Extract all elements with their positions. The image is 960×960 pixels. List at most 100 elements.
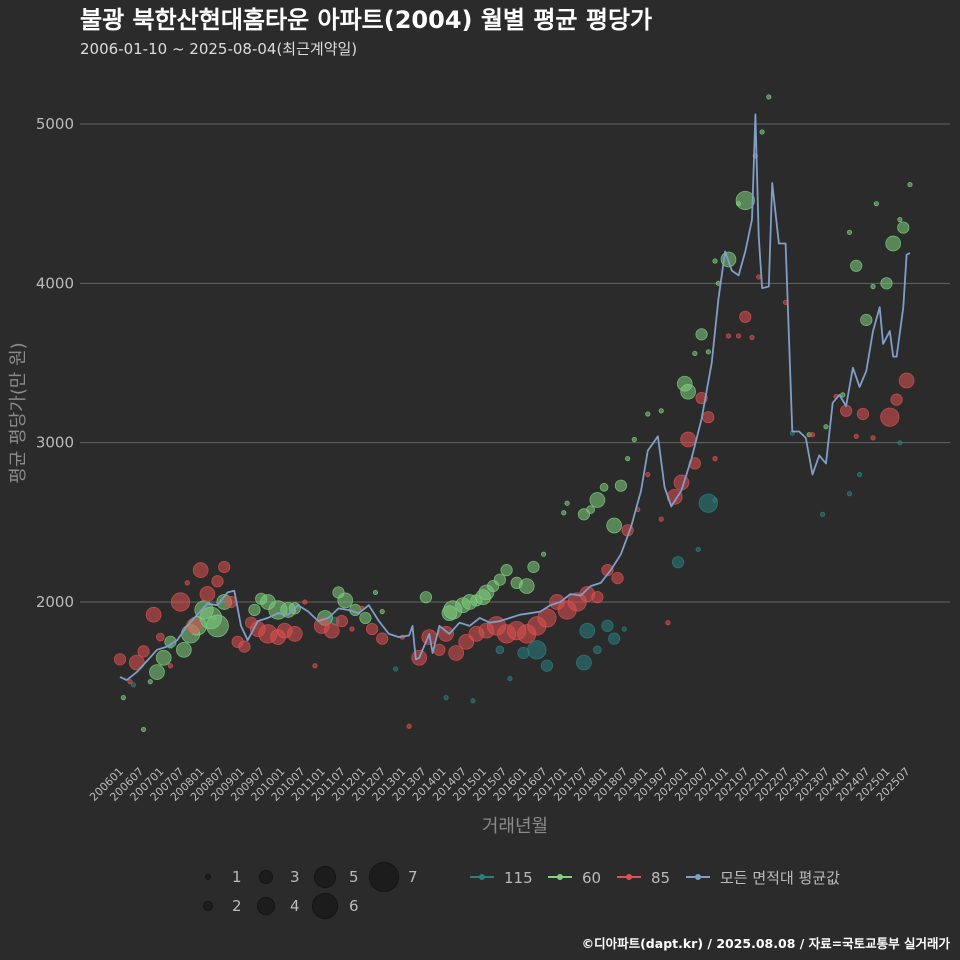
data-point-115	[130, 682, 137, 688]
data-point-60	[846, 229, 853, 235]
data-point-85	[749, 334, 755, 341]
size-legend-label: 2	[232, 897, 242, 915]
data-point-60	[359, 611, 372, 625]
y-tick-label: 5000	[36, 115, 74, 133]
data-point-115	[495, 645, 505, 655]
data-point-85	[702, 411, 715, 424]
size-legend-label: 3	[290, 868, 300, 886]
data-point-60	[493, 573, 506, 586]
data-point-115	[393, 666, 399, 672]
data-point-85	[890, 393, 903, 406]
data-point-85	[211, 575, 224, 588]
data-point-60	[599, 482, 609, 492]
data-point-85	[645, 471, 651, 478]
data-point-60	[695, 328, 708, 341]
data-point-60	[658, 408, 664, 414]
data-point-85	[735, 333, 742, 339]
data-point-85	[167, 663, 174, 669]
chart-title: 불광 북한산현대홈타운 아파트(2004) 월별 평균 평당가	[80, 6, 652, 34]
data-point-85	[170, 592, 191, 612]
data-point-115	[671, 556, 685, 569]
data-point-115	[507, 675, 513, 682]
data-point-60	[206, 614, 229, 638]
data-point-60	[248, 603, 261, 617]
data-point-60	[631, 436, 637, 443]
series-legend-marker	[557, 874, 563, 880]
data-point-60	[527, 560, 540, 574]
data-point-85	[406, 723, 412, 729]
data-point-60	[500, 564, 513, 577]
data-point-85	[199, 586, 216, 602]
data-point-85	[448, 645, 465, 661]
data-point-85	[238, 640, 251, 653]
data-point-60	[564, 500, 570, 506]
size-legend-label: 7	[408, 868, 418, 886]
grid-layer	[80, 123, 950, 603]
data-point-60	[589, 492, 606, 508]
data-point-60	[155, 649, 172, 666]
data-point-115	[897, 440, 903, 446]
y-tick-label: 3000	[36, 434, 74, 452]
data-point-115	[621, 626, 627, 632]
data-point-115	[576, 654, 592, 671]
size-legend-label: 1	[232, 868, 242, 886]
data-point-115	[443, 694, 449, 701]
data-point-60	[823, 424, 829, 430]
data-point-60	[880, 277, 893, 290]
data-point-85	[286, 626, 303, 642]
data-point-85	[712, 455, 718, 462]
data-point-85	[591, 591, 604, 604]
data-point-115	[527, 640, 547, 660]
series-legend-label: 모든 면적대 평균값	[720, 869, 840, 887]
data-point-60	[766, 94, 772, 100]
size-legend-label: 5	[349, 868, 359, 886]
data-point-115	[846, 491, 853, 497]
y-axis-label: 평균 평당가(만 원)	[8, 342, 29, 483]
data-point-85	[433, 643, 446, 656]
data-point-85	[601, 564, 614, 577]
data-point-60	[379, 608, 385, 615]
data-point-60	[147, 679, 153, 685]
data-point-115	[712, 497, 718, 503]
data-point-115	[579, 622, 596, 639]
data-point-85	[137, 645, 150, 658]
data-point-60	[625, 455, 631, 462]
data-point-60	[692, 350, 698, 357]
x-tick-labels: 2006012006072007012007072008012008072009…	[87, 765, 913, 804]
data-point-60	[897, 217, 903, 223]
data-point-60	[645, 411, 651, 417]
data-point-85	[739, 310, 752, 323]
data-point-85	[186, 618, 202, 634]
data-point-85	[127, 679, 133, 685]
data-point-85	[725, 333, 732, 339]
data-point-85	[184, 580, 190, 586]
data-point-85	[155, 632, 165, 642]
data-point-60	[885, 235, 902, 252]
data-point-60	[860, 313, 873, 327]
data-point-60	[680, 383, 696, 400]
data-point-60	[840, 392, 846, 398]
data-point-85	[856, 407, 870, 421]
data-point-60	[518, 578, 535, 594]
data-point-60	[606, 517, 623, 534]
series-legend-label: 115	[504, 869, 533, 887]
data-point-115	[593, 645, 602, 655]
source-caption: ©디아파트(dapt.kr) / 2025.08.08 / 자료=국토교통부 실…	[582, 936, 951, 951]
series-legend-marker	[626, 874, 632, 880]
data-point-115	[698, 493, 718, 513]
data-point-85	[611, 571, 624, 585]
data-point-60	[372, 589, 379, 596]
data-point-85	[335, 615, 348, 628]
data-point-85	[438, 626, 454, 642]
data-point-60	[712, 258, 718, 264]
size-legend-marker	[204, 873, 212, 881]
data-point-85	[853, 433, 859, 439]
data-point-115	[695, 546, 701, 553]
data-point-115	[819, 511, 826, 517]
data-point-60	[759, 129, 765, 135]
series-legend-marker	[479, 874, 485, 880]
data-point-60	[735, 190, 755, 211]
data-point-85	[880, 407, 900, 427]
data-point-85	[376, 632, 389, 645]
